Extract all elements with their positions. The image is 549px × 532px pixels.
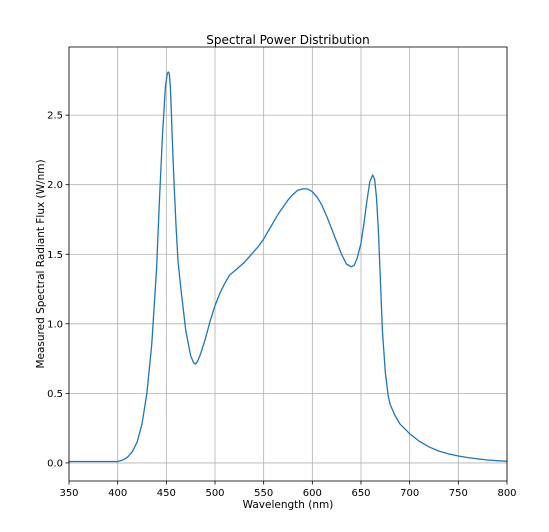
y-tick-label: 0.5	[47, 389, 63, 400]
plot-frame	[68, 46, 508, 482]
x-tick-label: 700	[400, 488, 419, 499]
series-layer	[68, 71, 508, 463]
x-tick-label: 650	[351, 488, 370, 499]
y-axis-ticks: 0.0 0.5 1.0 1.5 2.0 2.5	[47, 111, 69, 469]
y-tick-label: 1.5	[47, 250, 63, 261]
x-tick-label: 550	[254, 488, 273, 499]
y-tick-label: 1.0	[47, 319, 63, 330]
x-axis-label: Wavelength (nm)	[243, 499, 334, 511]
spd-series-line	[68, 71, 508, 463]
y-tick-label: 0.0	[47, 458, 63, 469]
x-tick-label: 400	[108, 488, 127, 499]
x-tick-label: 750	[449, 488, 468, 499]
x-tick-label: 450	[157, 488, 176, 499]
x-tick-label: 350	[59, 488, 78, 499]
y-tick-label: 2.0	[47, 180, 63, 191]
y-axis-label: Measured Spectral Radiant Flux (W/nm)	[35, 159, 47, 368]
y-tick-label: 2.5	[47, 111, 63, 122]
x-tick-label: 600	[303, 488, 322, 499]
x-tick-label: 500	[205, 488, 224, 499]
x-axis-ticks: 350 400 450 500 550 600 650 700 750 800	[59, 481, 517, 499]
x-tick-label: 800	[497, 488, 516, 499]
chart-title: Spectral Power Distribution	[206, 33, 369, 47]
grid	[68, 47, 508, 481]
